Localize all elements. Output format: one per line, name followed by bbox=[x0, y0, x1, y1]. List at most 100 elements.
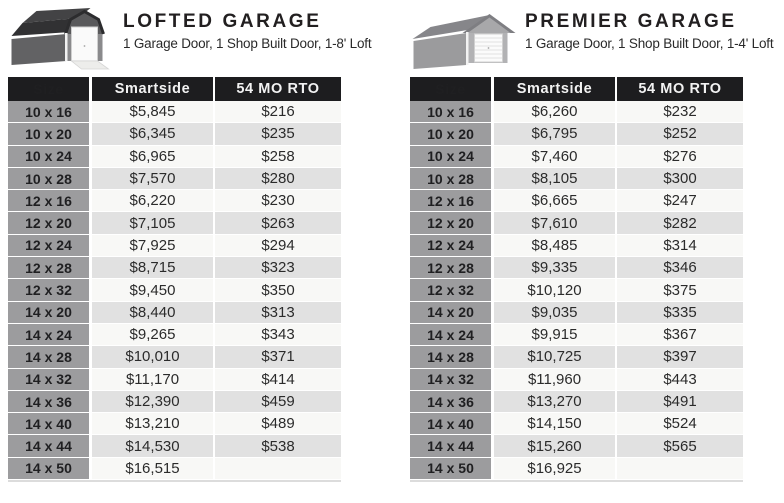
size-cell: 12 x 32 bbox=[8, 279, 92, 302]
table-row: 12 x 28 $8,715 $323 bbox=[8, 257, 341, 280]
table-row: 12 x 28 $9,335 $346 bbox=[410, 257, 743, 280]
rto-cell: $282 bbox=[617, 212, 743, 235]
lofted-garage-panel: LOFTED GARAGE 1 Garage Door, 1 Shop Buil… bbox=[8, 3, 388, 483]
smartside-cell: $14,530 bbox=[92, 435, 215, 458]
premier-garage-panel: PREMIER GARAGE 1 Garage Door, 1 Shop Bui… bbox=[410, 3, 784, 483]
smartside-cell: $7,105 bbox=[92, 212, 215, 235]
rto-cell: $565 bbox=[617, 435, 743, 458]
size-cell: 14 x 20 bbox=[8, 301, 92, 324]
rto-cell: $397 bbox=[617, 346, 743, 369]
smartside-cell: $14,150 bbox=[494, 413, 617, 436]
table-header-row: Size Smartside 54 MO RTO bbox=[8, 77, 341, 101]
table-row: 12 x 24 $7,925 $294 bbox=[8, 234, 341, 258]
size-cell: 10 x 28 bbox=[8, 167, 92, 191]
size-cell: 14 x 36 bbox=[8, 390, 92, 414]
rto-cell: $367 bbox=[617, 323, 743, 347]
size-cell: 12 x 20 bbox=[8, 212, 92, 235]
rto-cell bbox=[617, 457, 743, 481]
size-cell: 14 x 20 bbox=[410, 301, 494, 324]
rto-cell: $346 bbox=[617, 257, 743, 280]
smartside-cell: $10,010 bbox=[92, 346, 215, 369]
table-row: 14 x 50 $16,515 bbox=[8, 457, 341, 481]
table-row: 14 x 20 $8,440 $313 bbox=[8, 301, 341, 324]
smartside-cell: $16,515 bbox=[92, 457, 215, 481]
table-body: 10 x 16 $5,845 $216 10 x 20 $6,345 $235 10 x 2… bbox=[8, 101, 341, 481]
rto-cell: $313 bbox=[215, 301, 341, 324]
size-cell: 14 x 50 bbox=[410, 457, 494, 481]
smartside-cell: $6,795 bbox=[494, 123, 617, 146]
rto-cell: $294 bbox=[215, 234, 341, 258]
lofted-price-table: Size Smartside 54 MO RTO 10 x 16 $5,845 $2… bbox=[8, 77, 341, 483]
table-row: 10 x 16 $6,260 $232 bbox=[410, 101, 743, 124]
smartside-cell: $8,105 bbox=[494, 167, 617, 191]
table-row: 10 x 28 $8,105 $300 bbox=[410, 167, 743, 191]
smartside-cell: $7,610 bbox=[494, 212, 617, 235]
table-row: 12 x 32 $9,450 $350 bbox=[8, 279, 341, 302]
table-row: 14 x 28 $10,010 $371 bbox=[8, 346, 341, 369]
size-cell: 10 x 24 bbox=[410, 145, 494, 168]
table-row: 14 x 24 $9,915 $367 bbox=[410, 323, 743, 347]
size-column-header: Size bbox=[410, 77, 494, 101]
rto-cell: $489 bbox=[215, 413, 341, 436]
rto-cell: $252 bbox=[617, 123, 743, 146]
size-cell: 12 x 24 bbox=[8, 234, 92, 258]
smartside-cell: $9,265 bbox=[92, 323, 215, 347]
smartside-cell: $6,345 bbox=[92, 123, 215, 146]
table-row: 14 x 44 $14,530 $538 bbox=[8, 435, 341, 458]
smartside-cell: $9,335 bbox=[494, 257, 617, 280]
page-title: PREMIER GARAGE bbox=[525, 11, 737, 32]
lofted-garage-header: LOFTED GARAGE 1 Garage Door, 1 Shop Buil… bbox=[8, 3, 388, 75]
smartside-cell: $9,035 bbox=[494, 301, 617, 324]
rto-cell: $300 bbox=[617, 167, 743, 191]
size-cell: 12 x 16 bbox=[8, 190, 92, 213]
rto-cell: $314 bbox=[617, 234, 743, 258]
premier-price-table: Size Smartside 54 MO RTO 10 x 16 $6,260 $2… bbox=[410, 77, 743, 483]
smartside-cell: $12,390 bbox=[92, 390, 215, 414]
table-row: 12 x 16 $6,220 $230 bbox=[8, 190, 341, 213]
smartside-cell: $6,220 bbox=[92, 190, 215, 213]
smartside-cell: $5,845 bbox=[92, 101, 215, 124]
table-row: 10 x 20 $6,345 $235 bbox=[8, 123, 341, 146]
size-cell: 14 x 28 bbox=[8, 346, 92, 369]
premier-garage-header: PREMIER GARAGE 1 Garage Door, 1 Shop Bui… bbox=[410, 3, 784, 75]
smartside-cell: $6,260 bbox=[494, 101, 617, 124]
size-cell: 12 x 32 bbox=[410, 279, 494, 302]
rto-cell: $258 bbox=[215, 145, 341, 168]
panel-subtitle: 1 Garage Door, 1 Shop Built Door, 1-8' L… bbox=[123, 35, 372, 51]
table-row: 12 x 20 $7,105 $263 bbox=[8, 212, 341, 235]
page-title: LOFTED GARAGE bbox=[123, 11, 322, 32]
smartside-cell: $10,120 bbox=[494, 279, 617, 302]
smartside-cell: $8,440 bbox=[92, 301, 215, 324]
size-column-header: Size bbox=[8, 77, 92, 101]
size-cell: 12 x 16 bbox=[410, 190, 494, 213]
rto-cell: $414 bbox=[215, 368, 341, 391]
smartside-cell: $7,570 bbox=[92, 167, 215, 191]
smartside-cell: $16,925 bbox=[494, 457, 617, 481]
size-cell: 14 x 40 bbox=[410, 413, 494, 436]
rto-cell: $350 bbox=[215, 279, 341, 302]
rto-cell: $343 bbox=[215, 323, 341, 347]
smartside-cell: $6,665 bbox=[494, 190, 617, 213]
smartside-cell: $9,450 bbox=[92, 279, 215, 302]
rto-cell: $538 bbox=[215, 435, 341, 458]
size-cell: 14 x 44 bbox=[410, 435, 494, 458]
premier-garage-titles: PREMIER GARAGE 1 Garage Door, 1 Shop Bui… bbox=[525, 3, 774, 51]
rto-cell: $230 bbox=[215, 190, 341, 213]
table-row: 12 x 16 $6,665 $247 bbox=[410, 190, 743, 213]
table-row: 14 x 36 $12,390 $459 bbox=[8, 390, 341, 414]
rto-cell: $491 bbox=[617, 390, 743, 414]
smartside-column-header: Smartside bbox=[494, 77, 617, 101]
size-cell: 12 x 24 bbox=[410, 234, 494, 258]
rto-cell: $235 bbox=[215, 123, 341, 146]
rto-cell: $524 bbox=[617, 413, 743, 436]
rto-cell: $280 bbox=[215, 167, 341, 191]
table-row: 14 x 40 $14,150 $524 bbox=[410, 413, 743, 436]
size-cell: 14 x 24 bbox=[8, 323, 92, 347]
smartside-cell: $7,460 bbox=[494, 145, 617, 168]
rto-cell: $443 bbox=[617, 368, 743, 391]
rto-cell: $216 bbox=[215, 101, 341, 124]
rto-cell: $371 bbox=[215, 346, 341, 369]
table-row: 12 x 24 $8,485 $314 bbox=[410, 234, 743, 258]
smartside-cell: $7,925 bbox=[92, 234, 215, 258]
smartside-cell: $8,485 bbox=[494, 234, 617, 258]
